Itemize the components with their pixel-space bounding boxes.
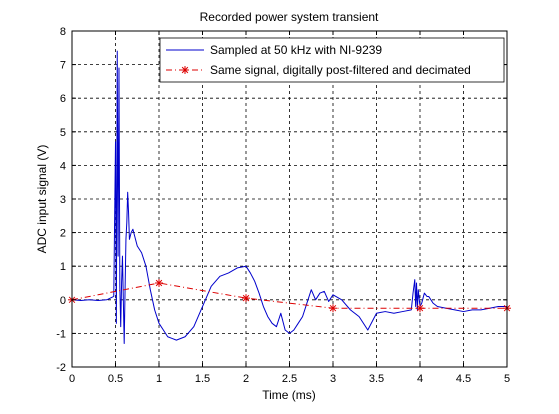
y-tick-label: 1	[60, 261, 66, 273]
series-marker-filtered	[416, 304, 424, 313]
legend-box	[159, 37, 505, 83]
y-tick-label: 3	[60, 194, 66, 206]
x-tick-label: 2.5	[282, 373, 297, 385]
x-tick-label: 2	[243, 373, 249, 385]
legend: Sampled at 50 kHz with NI-9239 Same sign…	[159, 37, 505, 83]
x-axis-label: Time (ms)	[262, 388, 316, 402]
series-line-filtered	[71, 282, 507, 309]
x-tick-label: 0	[69, 373, 75, 385]
series-marker-filtered	[155, 279, 163, 287]
y-tick-label: 6	[60, 93, 66, 105]
y-tick-label: 0	[60, 295, 66, 307]
series-line-sampled	[71, 50, 507, 344]
y-tick-label: 7	[60, 60, 66, 72]
x-tick-label: 3	[330, 373, 336, 385]
x-tick-label: 0.5	[108, 373, 123, 385]
legend-label-filtered: Same signal, digitally post-filtered and…	[210, 63, 471, 77]
y-tick-label: 5	[60, 127, 66, 139]
legend-star-marker	[181, 66, 189, 74]
series-marker-filtered	[242, 294, 250, 303]
x-tick-label: 4	[417, 373, 423, 385]
legend-label-sampled: Sampled at 50 kHz with NI-9239	[210, 43, 382, 57]
y-axis-label: ADC input signal (V)	[35, 145, 49, 254]
x-tick-label: 3.5	[369, 373, 384, 385]
y-tick-label: 8	[60, 26, 66, 38]
y-tick-label: -1	[56, 328, 66, 340]
x-tick-label: 1.5	[195, 373, 210, 385]
series-marker-filtered	[329, 304, 337, 313]
x-tick-label: 5	[504, 373, 510, 385]
legend-marker-filtered	[181, 66, 189, 74]
x-tick-label: 1	[156, 373, 162, 385]
y-tick-label: -2	[56, 362, 66, 374]
axes	[71, 30, 508, 368]
chart-title: Recorded power system transient	[200, 10, 379, 24]
y-tick-label: 4	[60, 160, 66, 172]
y-tick-label: 2	[60, 228, 66, 240]
x-tick-label: 4.5	[456, 373, 471, 385]
tick-labels: 0 0.5 1 1.5 2 2.5 3 3.5 4 4.5 5 -2 -1 0 1 2 3 4 5 6 7 8	[56, 26, 510, 385]
